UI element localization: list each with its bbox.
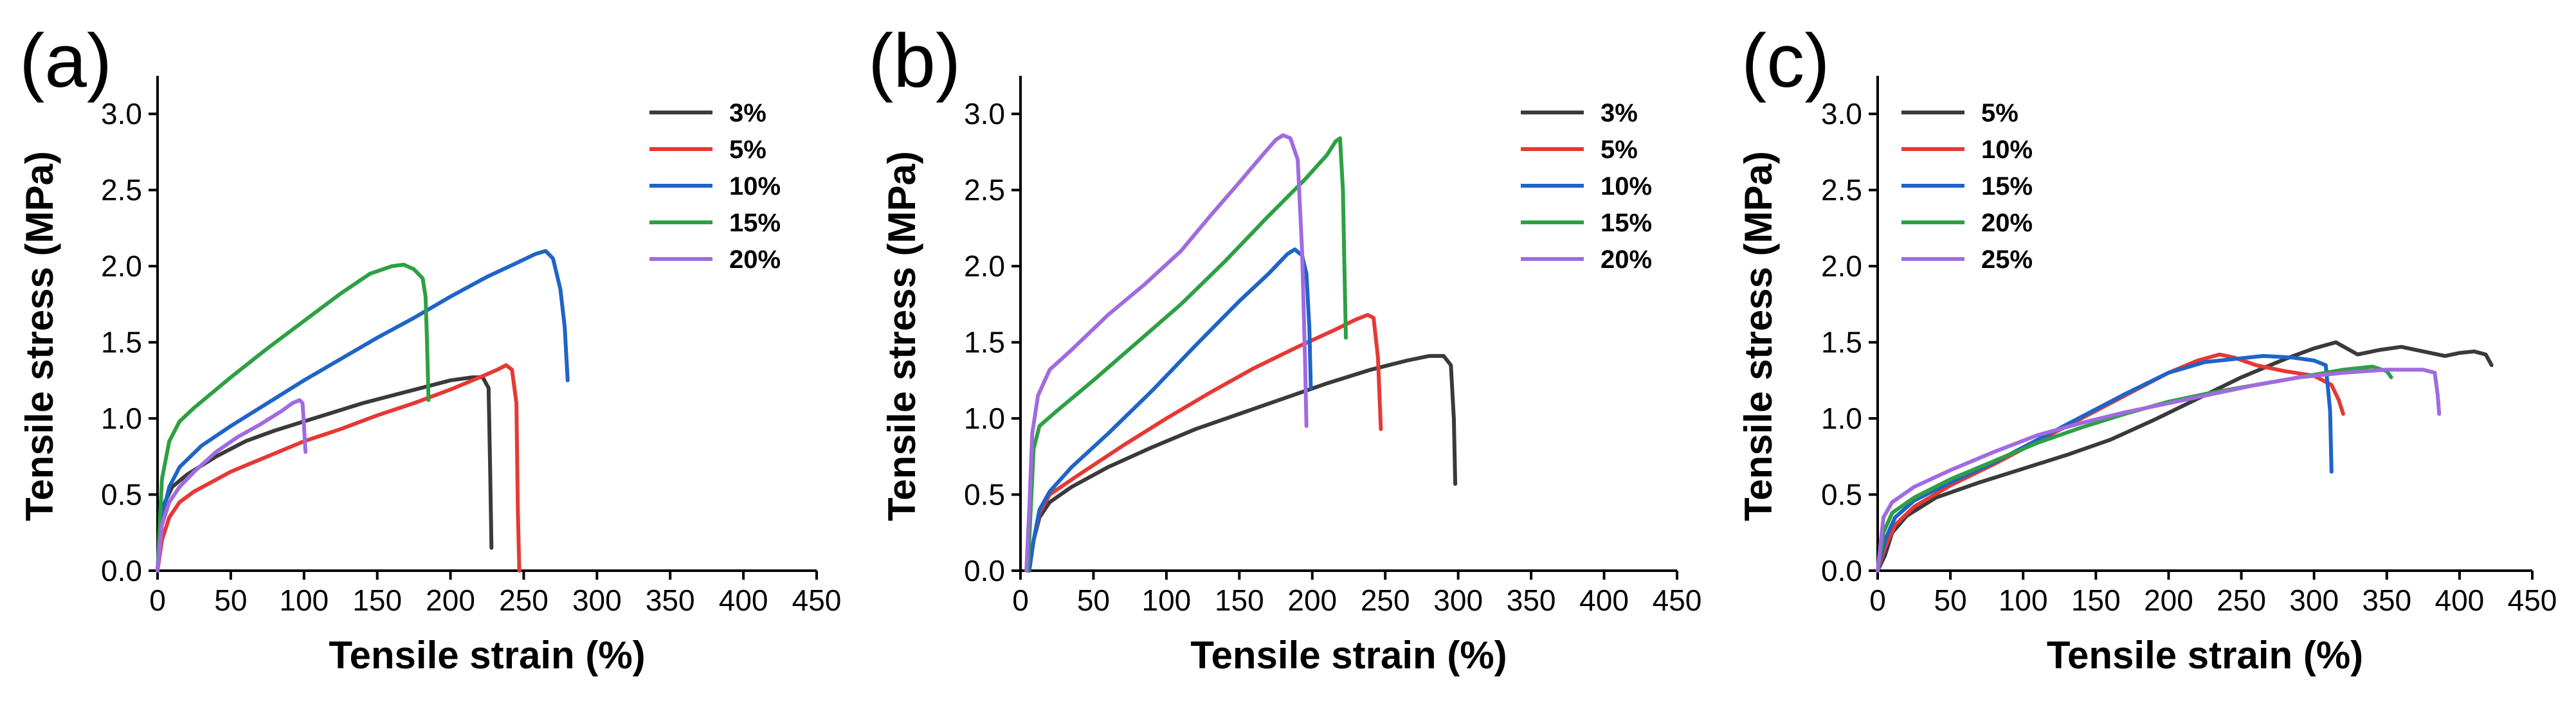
x-axis-label: Tensile strain (%): [329, 634, 645, 677]
y-tick-label: 1.0: [101, 402, 142, 435]
legend-label: 20%: [729, 245, 781, 274]
y-tick-label: 2.0: [964, 249, 1005, 283]
y-axis-label: Tensile stress (MPa): [880, 151, 923, 521]
x-tick-label: 250: [2217, 584, 2266, 617]
legend-label: 25%: [1981, 245, 2033, 274]
y-tick-label: 0.5: [1821, 478, 1862, 512]
legend-label: 15%: [729, 209, 781, 237]
x-tick-label: 150: [1215, 584, 1264, 617]
x-tick-label: 100: [279, 584, 329, 617]
y-tick-label: 1.5: [964, 326, 1005, 359]
y-tick-label: 2.0: [101, 249, 142, 283]
series-line-5pct: [1027, 313, 1383, 573]
y-tick-label: 0.0: [964, 554, 1005, 587]
series-line-5pct: [1876, 340, 2494, 573]
y-tick-label: 0.5: [101, 478, 142, 512]
series-line-20pct: [156, 398, 308, 573]
y-tick-label: 0.0: [101, 554, 142, 587]
x-tick-label: 400: [719, 584, 768, 617]
y-tick-label: 3.0: [964, 97, 1005, 130]
y-tick-label: 1.0: [964, 402, 1005, 435]
x-tick-label: 0: [149, 584, 166, 617]
legend-label: 5%: [1981, 99, 2018, 127]
x-tick-label: 400: [2435, 584, 2485, 617]
series-line-15pct: [1026, 136, 1348, 573]
x-tick-label: 50: [214, 584, 247, 617]
y-tick-label: 0.5: [964, 478, 1005, 512]
series-line-15pct: [156, 262, 431, 573]
series-line-5pct: [156, 363, 522, 573]
x-tick-label: 450: [792, 584, 842, 617]
y-tick-label: 2.5: [101, 174, 142, 207]
x-tick-label: 50: [1077, 584, 1110, 617]
x-tick-label: 350: [1507, 584, 1556, 617]
y-tick-label: 2.0: [1821, 249, 1862, 283]
x-tick-label: 0: [1012, 584, 1029, 617]
legend-label: 5%: [729, 136, 766, 164]
legend-label: 20%: [1981, 209, 2033, 237]
x-tick-label: 400: [1579, 584, 1629, 617]
series-line-10pct: [156, 249, 570, 573]
panel-letter: (b): [868, 19, 961, 103]
y-axis-label: Tensile stress (MPa): [18, 151, 61, 521]
panel-0: (a) 0 50 100 150 200 250 300 350 400 450 0.0 0.5 1.0 1…: [18, 19, 841, 677]
x-tick-label: 100: [1999, 584, 2048, 617]
y-tick-label: 1.5: [1821, 326, 1862, 359]
legend: 3% 5% 10% 15% 20%: [1521, 99, 1652, 274]
y-tick-label: 2.5: [964, 174, 1005, 207]
x-tick-label: 150: [2071, 584, 2121, 617]
panel-1: (b) 0 50 100 150 200 250 300 350 400 450 0.0 0.5 1.0 1…: [868, 19, 1701, 677]
x-tick-label: 300: [1433, 584, 1483, 617]
x-tick-label: 450: [2508, 584, 2557, 617]
y-tick-label: 3.0: [1821, 97, 1862, 130]
legend-label: 10%: [729, 172, 781, 201]
series-line-3pct: [1027, 353, 1458, 573]
x-tick-label: 200: [426, 584, 475, 617]
x-axis-label: Tensile strain (%): [1190, 634, 1507, 677]
legend-label: 10%: [1981, 136, 2033, 164]
series-line-10pct: [1876, 352, 2345, 573]
y-axis-label: Tensile stress (MPa): [1737, 151, 1780, 521]
legend-label: 15%: [1601, 209, 1652, 237]
x-tick-label: 200: [1287, 584, 1337, 617]
y-tick-label: 1.5: [101, 326, 142, 359]
x-tick-label: 350: [2362, 584, 2411, 617]
series-line-10pct: [1027, 247, 1313, 573]
y-tick-label: 3.0: [101, 97, 142, 130]
x-tick-label: 350: [646, 584, 695, 617]
legend-label: 5%: [1601, 136, 1638, 164]
x-tick-label: 250: [1361, 584, 1410, 617]
x-tick-label: 100: [1142, 584, 1192, 617]
series-line-25pct: [1876, 368, 2442, 573]
panel-2: (c) 0 50 100 150 200 250 300 350 400 450 0.0 0.5 1.0 1…: [1737, 19, 2557, 677]
x-tick-label: 300: [572, 584, 622, 617]
x-tick-label: 250: [499, 584, 549, 617]
legend-label: 20%: [1601, 245, 1652, 274]
series-line-15pct: [1876, 353, 2334, 573]
x-tick-label: 450: [1653, 584, 1702, 617]
x-axis-label: Tensile strain (%): [2047, 634, 2363, 677]
y-tick-label: 2.5: [1821, 174, 1862, 207]
legend-label: 3%: [729, 99, 766, 127]
panel-letter: (c): [1741, 19, 1830, 103]
x-tick-label: 50: [1934, 584, 1967, 617]
y-tick-label: 1.0: [1821, 402, 1862, 435]
y-tick-label: 0.0: [1821, 554, 1862, 587]
legend-label: 10%: [1601, 172, 1652, 201]
x-tick-label: 300: [2289, 584, 2339, 617]
legend: 3% 5% 10% 15% 20%: [649, 99, 781, 274]
legend-label: 3%: [1601, 99, 1638, 127]
panel-letter: (a): [19, 19, 112, 103]
legend: 5% 10% 15% 20% 25%: [1901, 99, 2033, 274]
series-line-3pct: [156, 375, 494, 573]
x-tick-label: 150: [352, 584, 402, 617]
x-tick-label: 0: [1869, 584, 1886, 617]
x-tick-label: 200: [2144, 584, 2193, 617]
series-line-20pct: [1024, 133, 1309, 573]
legend-label: 15%: [1981, 172, 2033, 201]
